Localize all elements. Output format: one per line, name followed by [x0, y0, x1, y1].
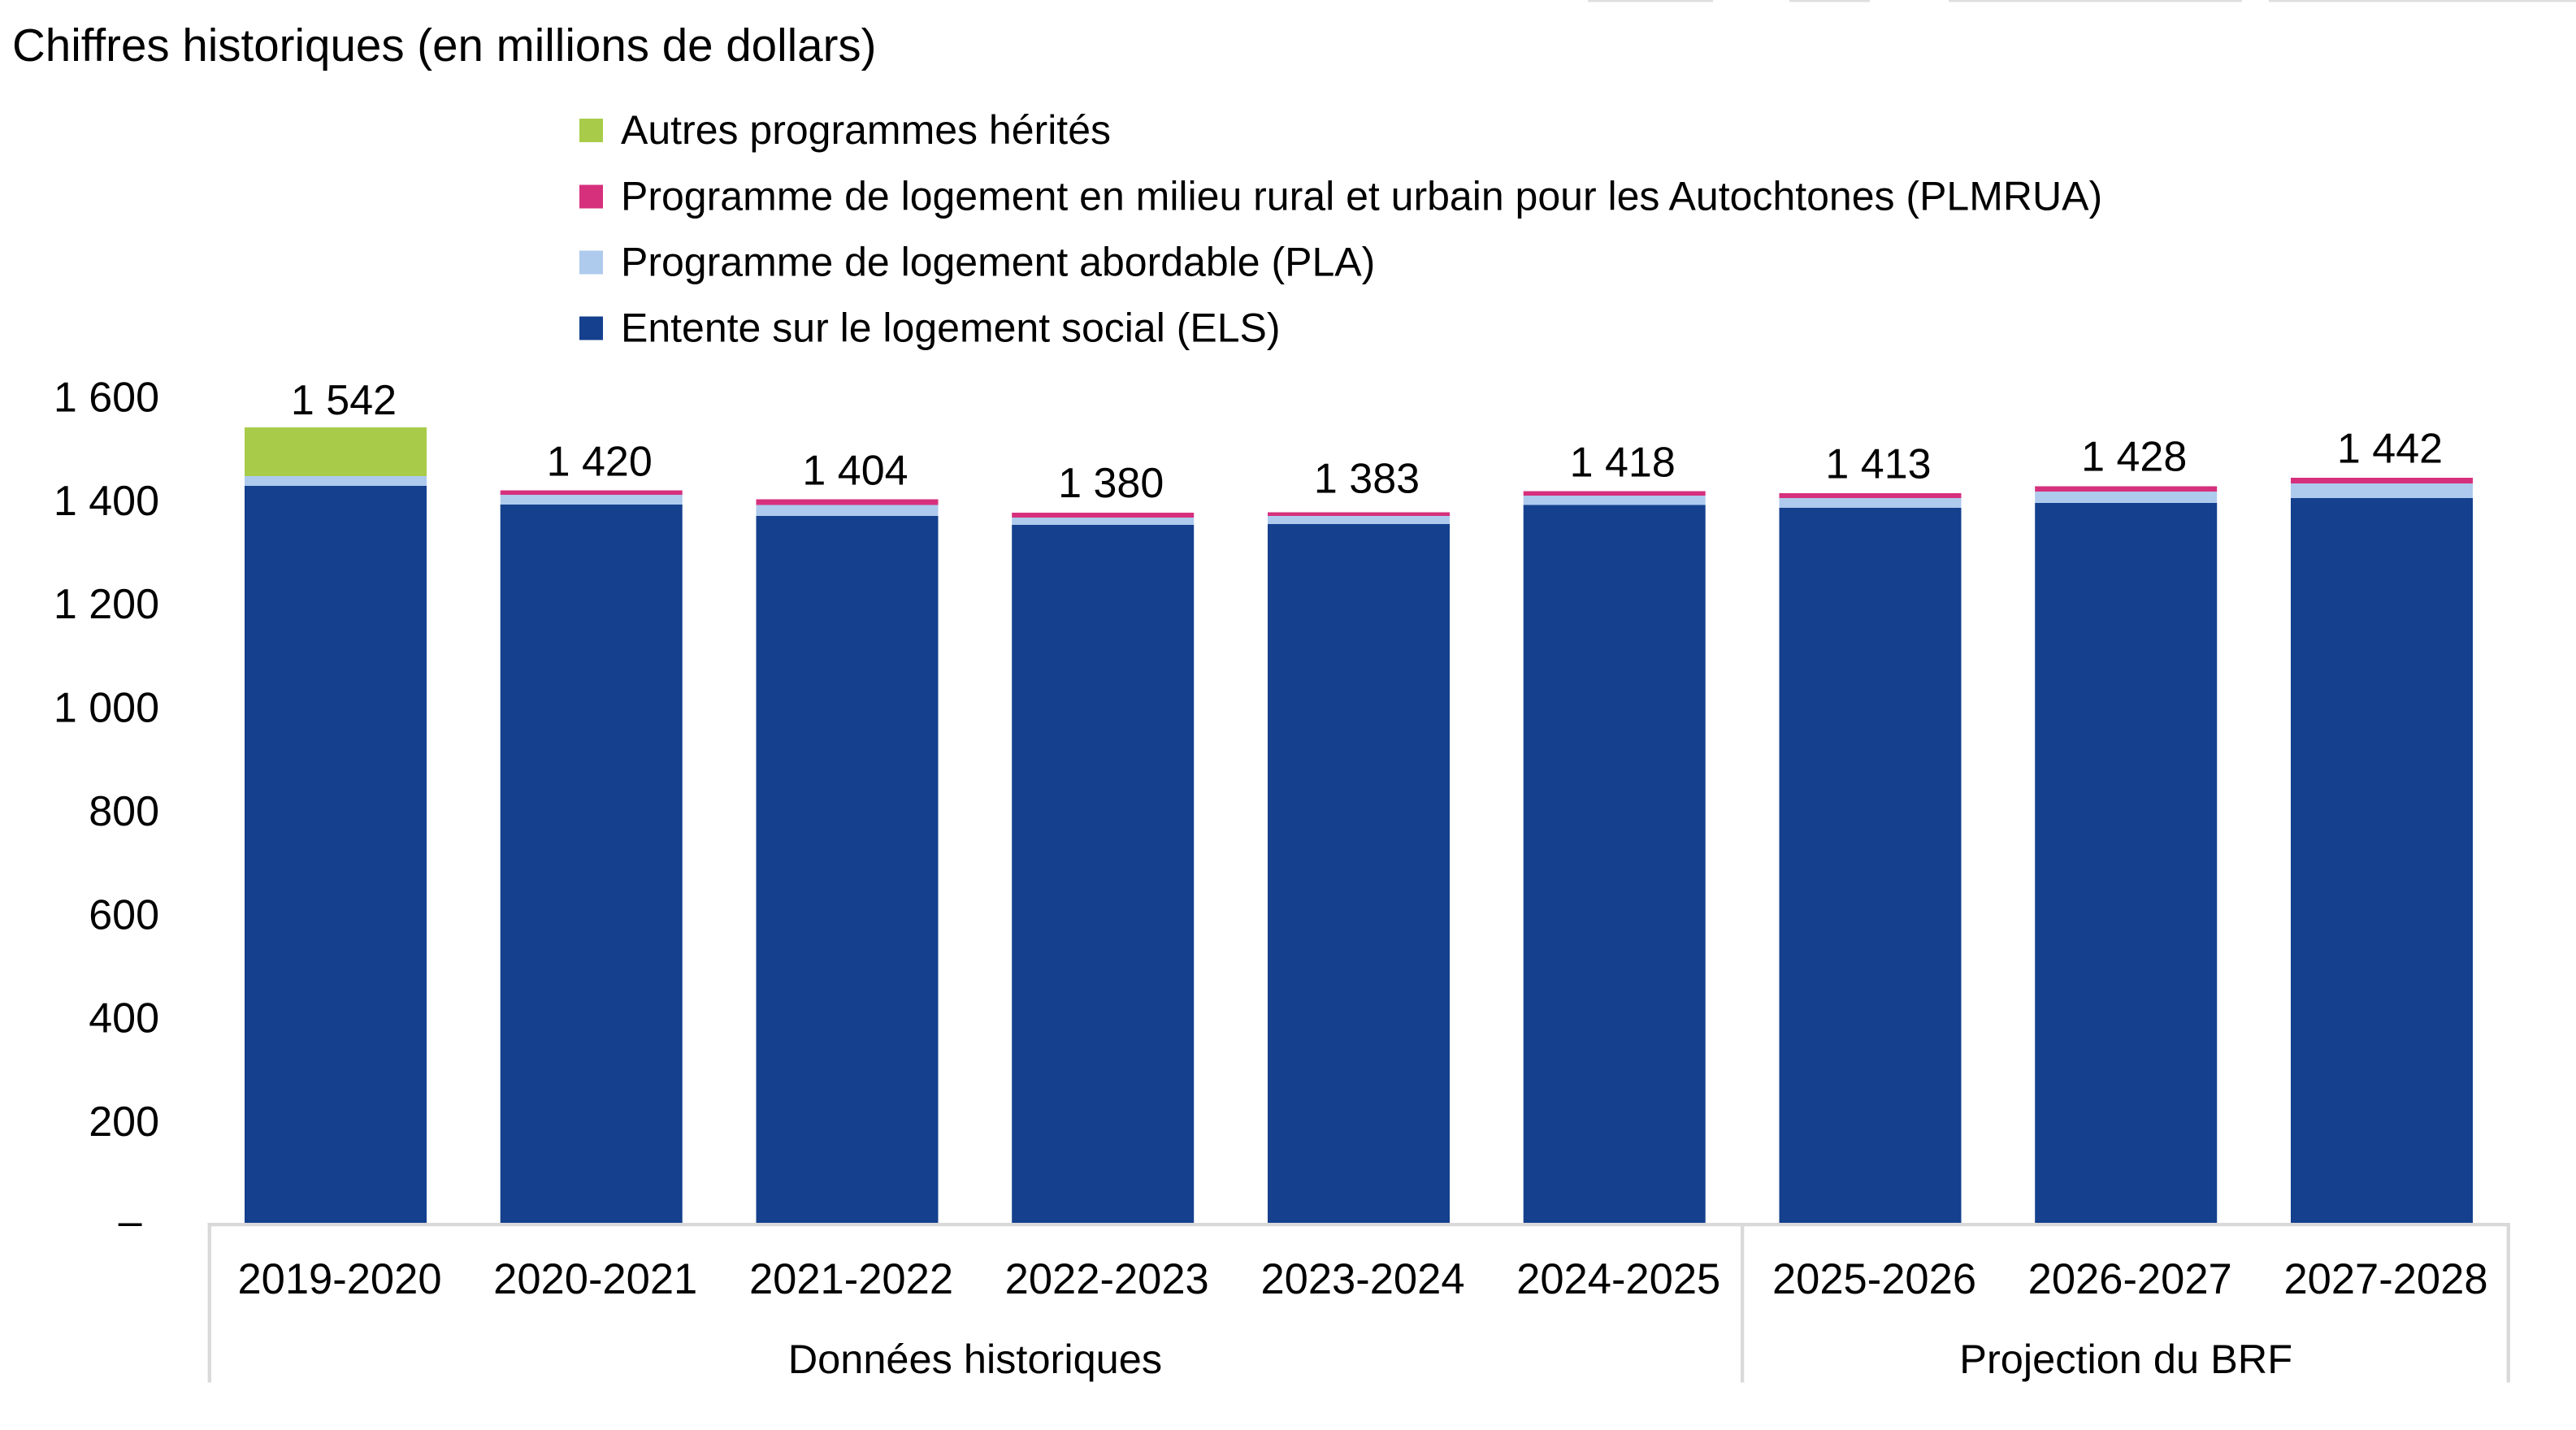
svg-text:Entente sur le logement social: Entente sur le logement social (ELS): [621, 306, 1281, 351]
svg-text:1 383: 1 383: [1314, 456, 1420, 503]
svg-text:2019-2020: 2019-2020: [237, 1255, 441, 1303]
svg-text:Autres programmes hérités: Autres programmes hérités: [621, 107, 1111, 153]
svg-text:2020-2021: 2020-2021: [493, 1255, 697, 1303]
svg-text:2021-2022: 2021-2022: [749, 1255, 953, 1303]
svg-text:1 442: 1 442: [2337, 426, 2443, 473]
svg-text:2024-2025: 2024-2025: [1516, 1255, 1720, 1303]
svg-text:1 542: 1 542: [291, 377, 397, 424]
svg-text:2023-2024: 2023-2024: [1260, 1255, 1464, 1303]
svg-text:2027-2028: 2027-2028: [2283, 1255, 2487, 1303]
svg-text:Projection du BRF: Projection du BRF: [1959, 1336, 2292, 1382]
svg-text:400: 400: [89, 995, 159, 1042]
svg-text:600: 600: [89, 891, 159, 938]
svg-text:1 413: 1 413: [1825, 441, 1931, 488]
svg-text:1 418: 1 418: [1570, 440, 1676, 487]
svg-text:1 380: 1 380: [1058, 460, 1164, 507]
svg-text:800: 800: [89, 788, 159, 835]
svg-text:Chiffres historiques (en milli: Chiffres historiques (en millions de dol…: [12, 20, 877, 71]
svg-text:Programme de logement abordabl: Programme de logement abordable (PLA): [621, 240, 1375, 285]
svg-text:1 404: 1 404: [802, 448, 908, 495]
svg-text:Données historiques: Données historiques: [788, 1336, 1162, 1382]
svg-text:2025-2026: 2025-2026: [1772, 1255, 1976, 1303]
svg-text:1 000: 1 000: [54, 685, 159, 732]
svg-text:1 400: 1 400: [54, 478, 159, 525]
svg-text:1 420: 1 420: [547, 439, 653, 486]
svg-text:Programme de logement en milie: Programme de logement en milieu rural et…: [621, 174, 2102, 219]
svg-text:2022-2023: 2022-2023: [1005, 1255, 1209, 1303]
svg-text:1 200: 1 200: [54, 581, 159, 628]
svg-text:200: 200: [89, 1098, 159, 1146]
svg-text:1 428: 1 428: [2081, 434, 2187, 481]
svg-text:2026-2027: 2026-2027: [2028, 1255, 2232, 1303]
svg-text:1 600: 1 600: [54, 375, 159, 422]
svg-text:–: –: [119, 1198, 154, 1246]
